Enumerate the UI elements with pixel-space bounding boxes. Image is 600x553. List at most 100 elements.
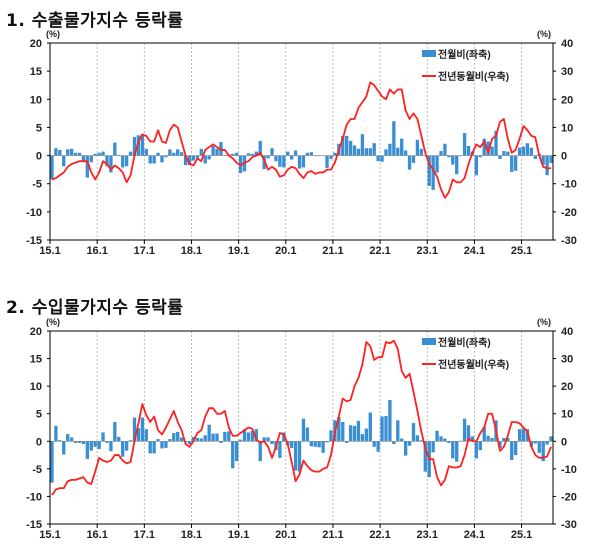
mom-bar bbox=[85, 441, 89, 459]
mom-bar bbox=[207, 155, 211, 160]
mom-bar bbox=[403, 150, 408, 156]
mom-bar bbox=[514, 441, 518, 456]
mom-bar bbox=[254, 151, 258, 156]
mom-bar bbox=[482, 138, 486, 156]
x-tick-label: 17.1 bbox=[134, 529, 155, 541]
mom-bar bbox=[124, 155, 129, 167]
left-axis-tick-label: -5 bbox=[32, 464, 42, 476]
mom-bar bbox=[81, 441, 86, 445]
mom-bar bbox=[278, 155, 282, 167]
mom-bar bbox=[478, 441, 482, 451]
mom-bar bbox=[50, 441, 54, 483]
mom-bar bbox=[305, 427, 310, 442]
x-tick-label: 22.1 bbox=[369, 245, 390, 257]
mom-bar bbox=[199, 438, 203, 442]
mom-bar bbox=[282, 155, 286, 168]
right-axis-unit: (%) bbox=[537, 29, 551, 39]
mom-bar bbox=[219, 441, 223, 443]
mom-bar bbox=[293, 441, 298, 471]
left-axis-tick-label: -15 bbox=[26, 235, 42, 247]
mom-bar bbox=[132, 417, 137, 442]
mom-bar bbox=[282, 432, 286, 442]
mom-bar bbox=[128, 151, 133, 156]
mom-bar bbox=[234, 441, 239, 462]
mom-bar bbox=[227, 431, 231, 442]
mom-bar bbox=[290, 441, 294, 448]
mom-bar bbox=[502, 151, 506, 156]
mom-bar bbox=[341, 135, 345, 156]
mom-bar bbox=[156, 152, 160, 156]
right-axis-tick-label: -20 bbox=[561, 491, 577, 503]
mom-bar bbox=[388, 399, 392, 442]
mom-bar bbox=[73, 152, 78, 156]
x-tick-label: 16.1 bbox=[86, 245, 107, 257]
x-tick-label: 16.1 bbox=[86, 529, 107, 541]
right-axis-tick-label: 20 bbox=[561, 94, 573, 106]
mom-bar bbox=[388, 143, 392, 156]
mom-bar bbox=[54, 148, 58, 156]
x-tick-label: 25.1 bbox=[511, 529, 532, 541]
mom-bar bbox=[164, 441, 168, 448]
mom-bar bbox=[62, 441, 66, 455]
x-tick-label: 19.1 bbox=[228, 529, 249, 541]
left-axis-tick-label: 20 bbox=[30, 38, 42, 50]
mom-bar bbox=[447, 155, 451, 158]
mom-bar bbox=[380, 416, 384, 442]
left-axis-unit: (%) bbox=[46, 317, 60, 327]
mom-bar bbox=[242, 429, 247, 442]
mom-bar bbox=[81, 155, 86, 162]
mom-bar bbox=[254, 429, 258, 442]
legend-label-mom: 전월비(좌축) bbox=[438, 336, 491, 349]
mom-bar bbox=[317, 441, 321, 448]
mom-bar bbox=[54, 425, 58, 442]
mom-bar bbox=[521, 146, 526, 156]
mom-bar bbox=[549, 155, 553, 163]
mom-bar bbox=[183, 155, 188, 166]
mom-bar bbox=[455, 155, 459, 175]
left-axis-tick-label: -10 bbox=[26, 491, 42, 503]
mom-bar bbox=[69, 148, 74, 156]
mom-bar bbox=[407, 155, 412, 170]
mom-bar bbox=[270, 441, 274, 445]
mom-bar bbox=[325, 155, 329, 168]
mom-bar bbox=[85, 155, 89, 178]
mom-bar bbox=[266, 437, 270, 442]
left-axis-tick-label: -5 bbox=[32, 179, 42, 191]
mom-bar bbox=[297, 441, 302, 472]
mom-bar bbox=[474, 441, 479, 459]
mom-bar bbox=[297, 155, 302, 169]
mom-bar bbox=[136, 135, 141, 156]
mom-bar bbox=[348, 425, 353, 442]
plot-frame bbox=[49, 42, 554, 241]
mom-bar bbox=[510, 155, 514, 172]
mom-bar bbox=[392, 441, 396, 445]
right-axis-tick-label: -10 bbox=[561, 464, 577, 476]
mom-bar bbox=[309, 152, 313, 156]
mom-bar bbox=[195, 155, 200, 158]
left-axis-tick-label: 0 bbox=[36, 436, 42, 448]
mom-bar bbox=[494, 130, 498, 156]
mom-bar bbox=[329, 155, 333, 159]
mom-bar bbox=[215, 148, 219, 156]
mom-bar bbox=[321, 441, 325, 453]
right-axis-tick-label: 10 bbox=[561, 122, 573, 134]
right-axis-tick-label: 40 bbox=[561, 326, 573, 338]
left-axis-tick-label: 15 bbox=[30, 354, 42, 366]
mom-bar bbox=[270, 148, 274, 156]
yoy-line bbox=[51, 339, 552, 496]
x-tick-label: 24.1 bbox=[464, 529, 485, 541]
mom-bar bbox=[274, 155, 278, 162]
mom-bar bbox=[121, 441, 125, 457]
mom-bar bbox=[423, 441, 427, 472]
mom-bar bbox=[58, 440, 62, 442]
mom-bar bbox=[352, 425, 357, 442]
mom-bar bbox=[136, 428, 141, 442]
mom-bar bbox=[396, 420, 400, 442]
legend-label-yoy: 전년동월비(우축) bbox=[438, 358, 509, 371]
mom-bar bbox=[266, 155, 270, 159]
mom-bar bbox=[400, 438, 404, 442]
mom-bar bbox=[62, 155, 66, 167]
mom-bar bbox=[360, 434, 365, 442]
mom-bar bbox=[451, 155, 455, 165]
mom-bar bbox=[77, 441, 82, 443]
